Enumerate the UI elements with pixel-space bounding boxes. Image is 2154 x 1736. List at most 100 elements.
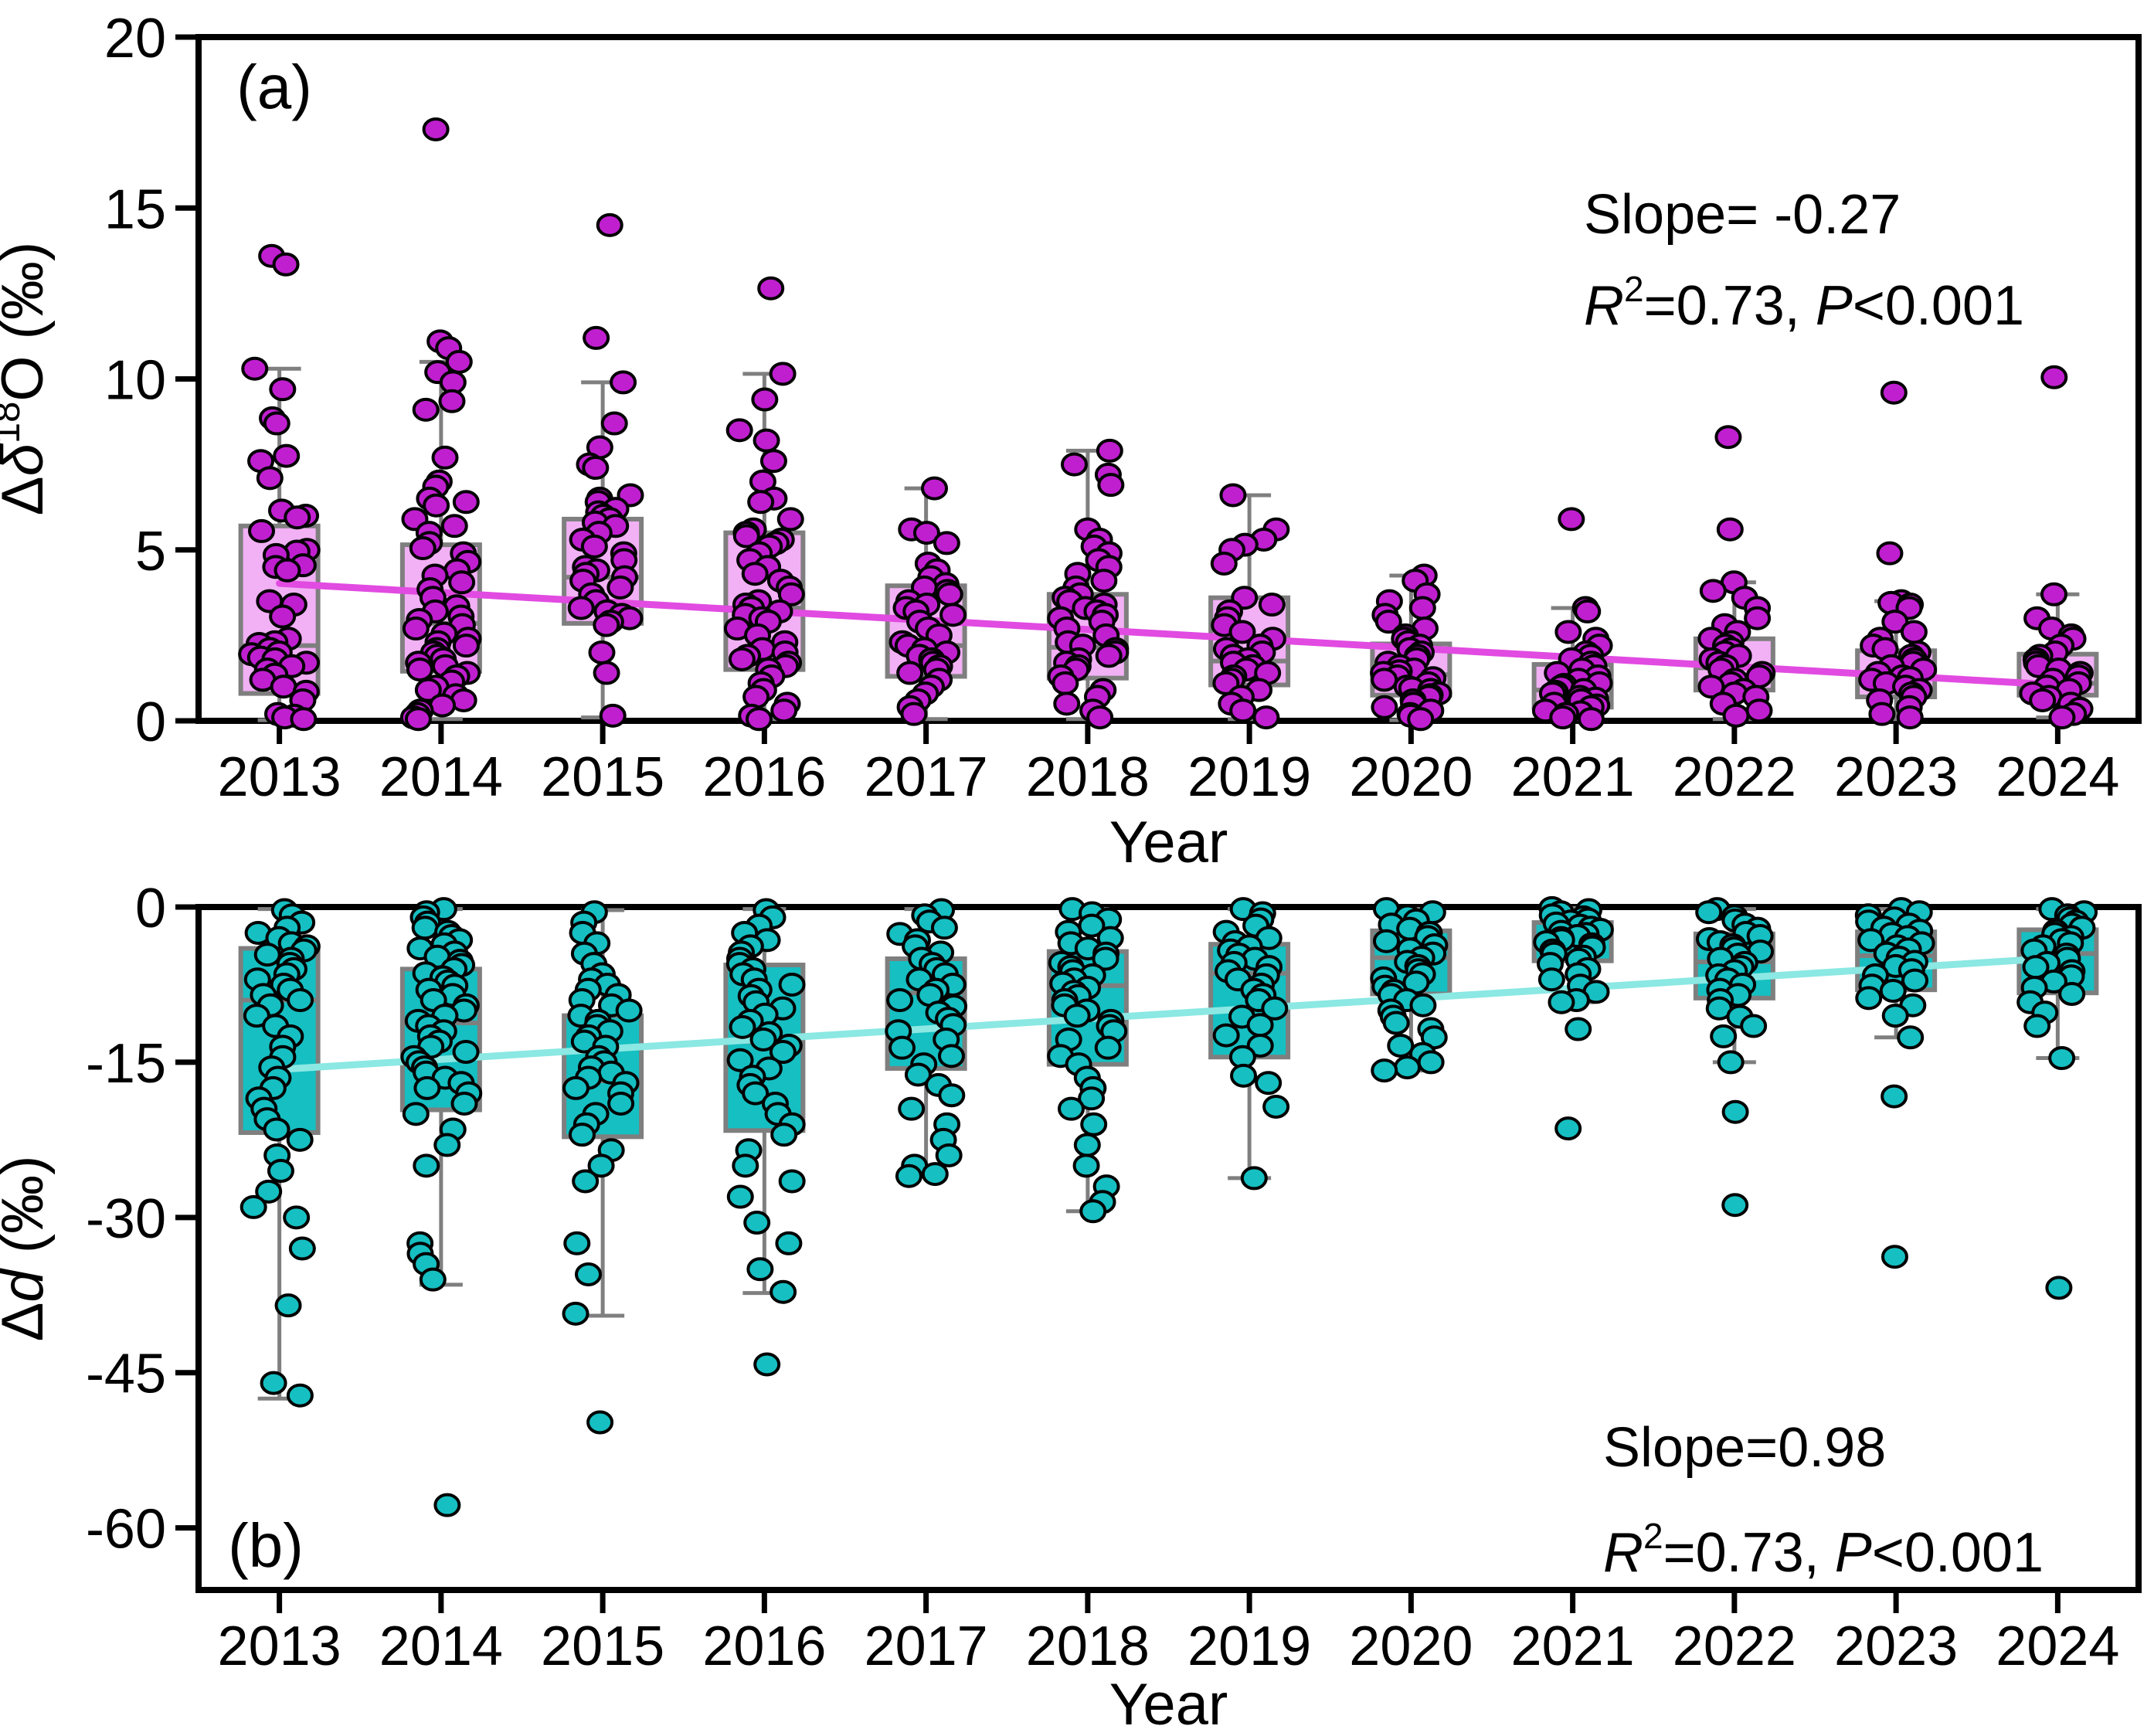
scatter-point	[930, 916, 958, 940]
scatter-point	[288, 1236, 316, 1261]
scatter-point	[743, 1211, 771, 1235]
x-tick-label: 2020	[1349, 1615, 1473, 1677]
scatter-point	[898, 1096, 926, 1121]
scatter-point	[1255, 1071, 1283, 1096]
panel-label: (b)	[228, 1511, 304, 1580]
scatter-point	[1548, 990, 1575, 1014]
scatter-point	[1695, 900, 1723, 925]
scatter-point	[431, 445, 459, 470]
scatter-point	[615, 998, 643, 1023]
scatter-point	[1408, 596, 1436, 620]
scatter-point	[1090, 569, 1118, 593]
outlier-point	[1721, 1099, 1749, 1124]
scatter-point	[1252, 705, 1280, 730]
x-tick-label: 2022	[1673, 746, 1796, 808]
scatter-point	[575, 1262, 603, 1286]
scatter-point	[1097, 473, 1125, 498]
scatter-point	[402, 1102, 430, 1126]
scatter-point	[933, 531, 960, 555]
scatter-point	[412, 397, 440, 422]
x-tick-label: 2013	[218, 746, 341, 808]
scatter-point	[939, 603, 967, 627]
x-tick-label: 2015	[541, 1615, 664, 1677]
x-tick-label: 2015	[541, 746, 664, 808]
x-tick-label: 2020	[1349, 746, 1473, 808]
scatter-point	[267, 1159, 294, 1184]
x-tick-label: 2023	[1834, 746, 1958, 808]
scatter-point	[888, 1035, 916, 1060]
scatter-point	[2040, 582, 2067, 606]
scatter-point	[260, 1371, 287, 1395]
x-tick-label: 2014	[379, 1615, 503, 1677]
scatter-point	[563, 1231, 591, 1255]
y-tick-label: -60	[86, 1499, 166, 1561]
scatter-point	[240, 1194, 267, 1219]
annotation-r2-p: R2=0.73, P<0.001	[1603, 1516, 2044, 1584]
y-tick-label: 10	[104, 350, 166, 412]
scatter-point	[593, 613, 620, 637]
scatter-point	[726, 1048, 754, 1072]
scatter-point	[1371, 668, 1398, 692]
x-tick-label: 2021	[1511, 746, 1635, 808]
scatter-point	[1053, 691, 1081, 716]
annotation-slope: Slope= -0.27	[1584, 184, 1901, 246]
y-tick-label: 20	[104, 8, 166, 70]
scatter-point	[2048, 705, 2076, 730]
outlier-point	[753, 1352, 781, 1377]
scatter-point	[582, 456, 610, 481]
scatter-point	[725, 418, 753, 443]
x-tick-label: 2024	[1996, 746, 2119, 808]
scatter-point	[1745, 698, 1773, 723]
scatter-point	[1228, 620, 1256, 644]
scatter-point	[253, 943, 281, 967]
scatter-point	[776, 507, 804, 532]
scatter-point	[1079, 1199, 1107, 1224]
scatter-point	[759, 449, 787, 474]
y-tick-label: 5	[135, 521, 166, 583]
scatter-point	[448, 570, 476, 595]
trend-line	[276, 579, 2061, 689]
trend-line	[276, 954, 2061, 1073]
scatter-point	[411, 916, 439, 940]
y-tick-label: -15	[86, 1033, 166, 1095]
outlier-point	[1880, 380, 1908, 405]
outlier-point	[1558, 507, 1585, 532]
scatter-point	[567, 596, 595, 620]
scatter-point	[1578, 707, 1605, 732]
y-axis-title: Δd (‰)	[0, 1156, 56, 1342]
outlier-point	[1565, 1017, 1592, 1041]
y-axis-title: Δδ18O (‰)	[0, 242, 56, 515]
scatter-point	[1212, 1023, 1240, 1048]
panel-a: 0 5 10 15 20 2013 2014 2015 2016 2017 2018 2019 2020…	[0, 8, 2142, 875]
scatter-point	[2048, 1046, 2076, 1071]
scatter-point	[419, 1267, 447, 1292]
scatter-point	[409, 536, 437, 561]
scatter-point	[1258, 593, 1286, 617]
scatter-point	[1246, 1013, 1274, 1038]
y-tick-label: 0	[135, 691, 166, 753]
scatter-point	[1080, 1112, 1108, 1136]
scatter-point	[263, 1117, 290, 1142]
scatter-point	[751, 387, 779, 412]
plot-frame	[195, 904, 2142, 1593]
scatter-point	[1387, 1033, 1415, 1058]
scatter-point	[413, 1075, 441, 1100]
x-tick-label: 2017	[865, 746, 988, 808]
panel-b: 0 -15 -30 -45 -60 2013 2014 2015 2016 2017 2018 201…	[0, 878, 2142, 1736]
x-tick-label: 2019	[1187, 1615, 1311, 1677]
scatter-point	[896, 661, 924, 685]
scatter-point	[290, 707, 318, 732]
x-tick-label: 2016	[702, 746, 826, 808]
scatter-point	[256, 466, 284, 491]
scatter-point	[778, 972, 806, 997]
scatter-point	[1407, 707, 1435, 732]
scatter-point	[2023, 1014, 2051, 1038]
scatter-point	[912, 521, 940, 545]
scatter-point	[450, 1091, 478, 1116]
outlier-point	[1881, 1084, 1908, 1109]
scatter-point	[248, 518, 276, 543]
scatter-point	[770, 1279, 797, 1304]
scatter-point	[900, 702, 928, 726]
scatter-point	[935, 1143, 963, 1167]
scatter-point	[438, 389, 466, 413]
